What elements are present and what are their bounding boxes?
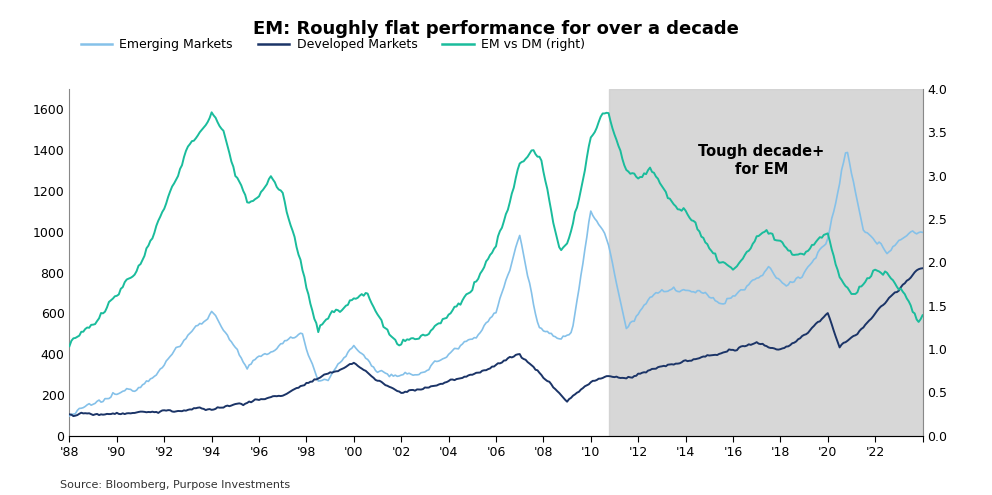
Legend: Emerging Markets, Developed Markets, EM vs DM (right): Emerging Markets, Developed Markets, EM … xyxy=(75,33,590,56)
Text: Tough decade+
for EM: Tough decade+ for EM xyxy=(698,144,824,177)
Title: EM: Roughly flat performance for over a decade: EM: Roughly flat performance for over a … xyxy=(253,19,739,38)
Bar xyxy=(608,89,923,436)
Text: Source: Bloomberg, Purpose Investments: Source: Bloomberg, Purpose Investments xyxy=(60,480,290,490)
